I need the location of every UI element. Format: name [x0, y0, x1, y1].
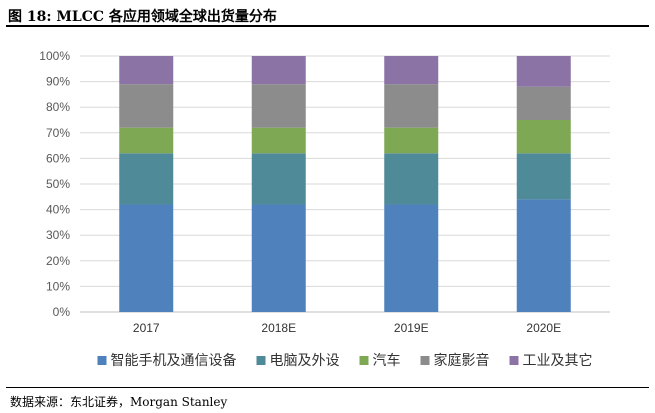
y-axis-labels: 0% 10% 20% 30% 40% 50% 60% 70% 80% 90% 100%: [39, 49, 70, 319]
y-tick-label: 100%: [39, 49, 70, 63]
y-tick-label: 10%: [46, 279, 70, 293]
bar-segment: [384, 204, 439, 312]
bar-segment: [384, 84, 439, 128]
bar-segment: [384, 153, 439, 205]
bar-segment: [516, 56, 571, 87]
legend-label: 工业及其它: [523, 352, 593, 369]
legend-label: 电脑及外设: [270, 353, 340, 369]
bar-segment: [251, 84, 306, 128]
legend-label: 汽车: [373, 352, 401, 369]
legend-label: 家庭影音: [434, 352, 490, 369]
x-tick-label: 2019E: [394, 321, 429, 335]
y-tick-label: 20%: [46, 254, 70, 268]
bar-segment: [119, 204, 174, 312]
legend-swatch: [97, 356, 107, 365]
x-tick-label: 2017: [133, 321, 160, 335]
y-tick-label: 30%: [46, 228, 70, 242]
legend-swatch: [420, 356, 430, 365]
legend-swatch: [359, 356, 369, 365]
bar-segment: [251, 127, 306, 154]
x-tick-label: 2020E: [526, 321, 561, 335]
bars: [119, 56, 571, 312]
y-tick-label: 60%: [46, 151, 70, 165]
bar-segment: [384, 127, 439, 154]
legend-swatch: [509, 356, 519, 365]
bar-segment: [516, 86, 571, 120]
bar-segment: [516, 120, 571, 154]
y-tick-label: 40%: [46, 203, 70, 217]
title-rule: [6, 25, 649, 27]
y-tick-label: 0%: [53, 305, 71, 319]
bottom-rule: [6, 387, 649, 388]
bar-segment: [516, 153, 571, 200]
legend-label: 智能手机及通信设备: [111, 352, 237, 369]
bar-segment: [119, 127, 174, 154]
x-axis-labels: 2017 2018E 2019E 2020E: [133, 321, 561, 335]
x-tick-label: 2018E: [261, 321, 296, 335]
legend-swatch: [256, 356, 266, 365]
bar-segment: [516, 199, 571, 312]
bar-segment: [119, 153, 174, 205]
y-tick-label: 50%: [46, 177, 70, 191]
y-tick-label: 90%: [46, 75, 70, 89]
bar-segment: [384, 56, 439, 85]
bar-segment: [119, 84, 174, 128]
bar-segment: [251, 153, 306, 205]
figure-title: 图 18: MLCC 各应用领域全球出货量分布: [8, 9, 277, 25]
bar-segment: [251, 204, 306, 312]
bar-segment: [119, 56, 174, 85]
y-tick-label: 70%: [46, 126, 70, 140]
y-tick-label: 80%: [46, 100, 70, 114]
stacked-bar-chart: 0%10%20%30%40%50%60%70%80%90%100% 2017 20…: [39, 49, 610, 369]
bar-segment: [251, 56, 306, 85]
legend: 智能手机及通信设备 电脑及外设 汽车 家庭影音 工业及其它: [97, 352, 593, 369]
source-note: 数据来源：东北证券，Morgan Stanley: [10, 395, 228, 409]
